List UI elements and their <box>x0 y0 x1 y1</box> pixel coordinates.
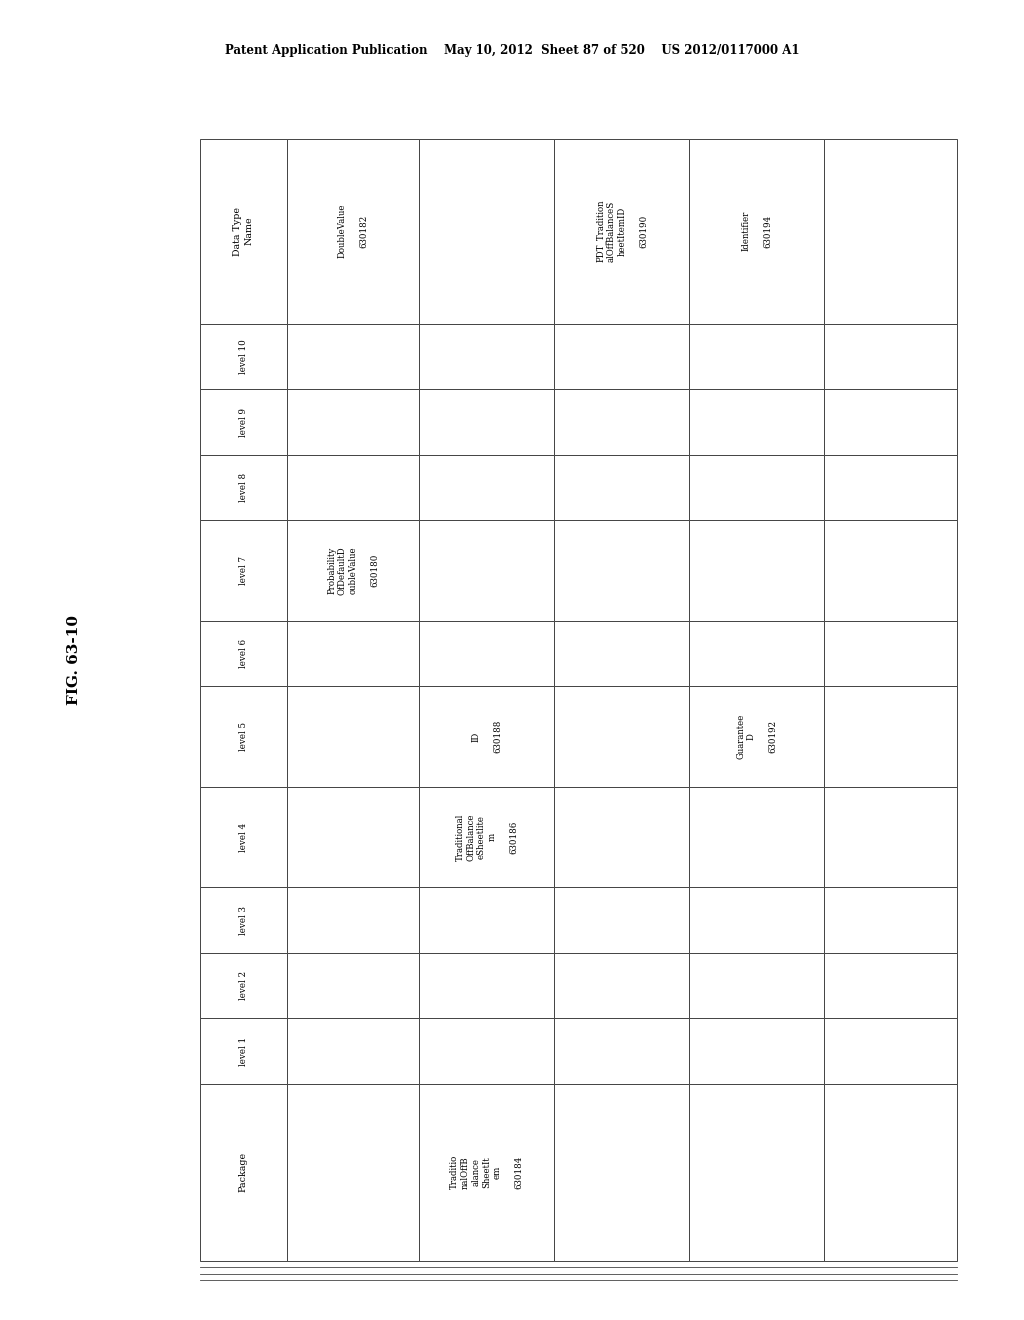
Bar <box>554 455 689 520</box>
Bar <box>200 139 287 323</box>
Bar <box>287 787 420 887</box>
Bar <box>420 787 554 887</box>
Bar <box>689 953 824 1019</box>
Text: Traditional
OffBalance
eSheetlite
m

630186: Traditional OffBalance eSheetlite m 6301… <box>456 813 518 861</box>
Text: Patent Application Publication    May 10, 2012  Sheet 87 of 520    US 2012/01170: Patent Application Publication May 10, 2… <box>224 44 800 57</box>
Bar <box>824 620 957 686</box>
Text: ID

630188: ID 630188 <box>472 719 502 754</box>
Bar <box>200 323 287 389</box>
Text: Identifier

630194: Identifier 630194 <box>741 211 772 251</box>
Text: FIG. 63-10: FIG. 63-10 <box>67 615 81 705</box>
Bar <box>287 520 420 620</box>
Bar <box>420 953 554 1019</box>
Bar <box>824 953 957 1019</box>
Bar <box>420 389 554 455</box>
Text: level 7: level 7 <box>239 556 248 585</box>
Bar <box>689 1019 824 1084</box>
Text: DoubleValue

630182: DoubleValue 630182 <box>338 203 369 259</box>
Text: level 3: level 3 <box>239 906 248 935</box>
Bar <box>689 1084 824 1261</box>
Bar <box>200 389 287 455</box>
Text: level 9: level 9 <box>239 408 248 437</box>
Bar <box>824 389 957 455</box>
Bar <box>554 389 689 455</box>
Bar <box>200 953 287 1019</box>
Bar <box>420 139 554 323</box>
Bar <box>554 323 689 389</box>
Bar <box>287 323 420 389</box>
Bar <box>824 520 957 620</box>
Bar <box>689 787 824 887</box>
Bar <box>200 1019 287 1084</box>
Bar <box>824 1084 957 1261</box>
Bar <box>554 520 689 620</box>
Bar <box>420 520 554 620</box>
Bar <box>689 887 824 953</box>
Bar <box>287 1084 420 1261</box>
Text: level 1: level 1 <box>239 1036 248 1065</box>
Text: level 2: level 2 <box>239 972 248 1001</box>
Bar <box>287 620 420 686</box>
Text: Package: Package <box>239 1152 248 1192</box>
Bar <box>200 620 287 686</box>
Text: PDT_Tradition
alOffBalanceS
heetItemID

630190: PDT_Tradition alOffBalanceS heetItemID 6… <box>595 199 648 263</box>
Bar <box>287 887 420 953</box>
Bar <box>200 1084 287 1261</box>
Bar <box>420 455 554 520</box>
Bar <box>554 887 689 953</box>
Bar <box>554 1019 689 1084</box>
Bar <box>824 686 957 787</box>
Bar <box>287 389 420 455</box>
Bar <box>200 686 287 787</box>
Bar <box>287 686 420 787</box>
Bar <box>287 953 420 1019</box>
Text: level 5: level 5 <box>239 722 248 751</box>
Bar <box>824 139 957 323</box>
Bar <box>554 1084 689 1261</box>
Bar <box>200 520 287 620</box>
Bar <box>554 139 689 323</box>
Text: level 6: level 6 <box>239 639 248 668</box>
Bar <box>824 887 957 953</box>
Bar <box>200 887 287 953</box>
Bar <box>824 787 957 887</box>
Bar <box>287 139 420 323</box>
Text: Data Type
Name: Data Type Name <box>233 207 253 256</box>
Bar <box>420 887 554 953</box>
Bar <box>287 1019 420 1084</box>
Bar <box>689 139 824 323</box>
Bar <box>824 455 957 520</box>
Text: Guarantee
D

630192: Guarantee D 630192 <box>736 714 777 759</box>
Bar <box>824 1019 957 1084</box>
Bar <box>200 787 287 887</box>
Bar <box>420 323 554 389</box>
Bar <box>200 455 287 520</box>
Text: Probability
OfDefaultD
oubleValue

630180: Probability OfDefaultD oubleValue 630180 <box>327 546 379 595</box>
Bar <box>420 620 554 686</box>
Text: level 8: level 8 <box>239 473 248 502</box>
Bar <box>287 455 420 520</box>
Bar <box>689 455 824 520</box>
Bar <box>824 323 957 389</box>
Bar <box>554 686 689 787</box>
Bar <box>689 686 824 787</box>
Bar <box>554 620 689 686</box>
Text: Traditio
nalOffB
alance
SheetIt
em

630184: Traditio nalOffB alance SheetIt em 63018… <box>451 1155 523 1189</box>
Bar <box>420 686 554 787</box>
Bar <box>689 389 824 455</box>
Bar <box>689 620 824 686</box>
Bar <box>689 520 824 620</box>
Bar <box>689 323 824 389</box>
Text: level 4: level 4 <box>239 822 248 851</box>
Bar <box>420 1019 554 1084</box>
Bar <box>554 787 689 887</box>
Text: level 10: level 10 <box>239 339 248 374</box>
Bar <box>420 1084 554 1261</box>
Bar <box>554 953 689 1019</box>
